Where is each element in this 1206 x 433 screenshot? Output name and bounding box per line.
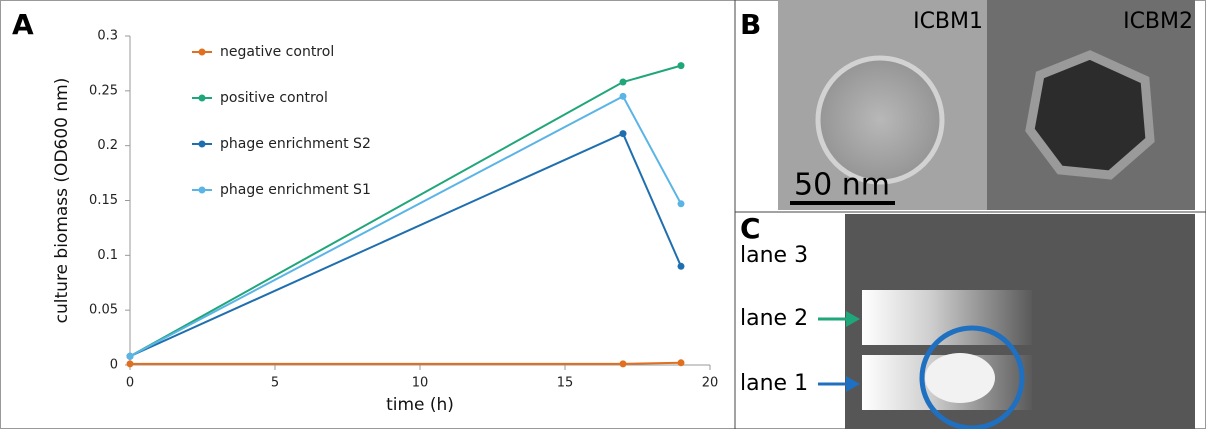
legend-marker bbox=[198, 94, 206, 102]
lane-label: lane 1 bbox=[740, 371, 808, 396]
data-point bbox=[619, 92, 627, 100]
data-point bbox=[126, 352, 134, 360]
x-axis-title: time (h) bbox=[386, 395, 454, 415]
series-line bbox=[129, 94, 682, 358]
data-point bbox=[677, 359, 685, 367]
legend-label: negative control bbox=[220, 44, 334, 60]
gel bbox=[818, 214, 1195, 431]
y-tick-label: 0 bbox=[110, 358, 118, 373]
micrograph-label: ICBM2 bbox=[1123, 9, 1193, 34]
data-point bbox=[677, 62, 685, 70]
legend-marker bbox=[198, 186, 206, 194]
arrow-head bbox=[846, 311, 860, 327]
data-point bbox=[126, 360, 134, 368]
y-tick-label: 0.25 bbox=[89, 83, 118, 98]
highlight-circle bbox=[919, 325, 1025, 431]
x-tick-label: 10 bbox=[412, 376, 429, 391]
x-tick-label: 5 bbox=[271, 376, 279, 391]
y-tick-label: 0.1 bbox=[97, 248, 118, 263]
gel-spot bbox=[925, 353, 995, 403]
legend-label: phage enrichment S1 bbox=[220, 182, 371, 198]
legend-label: phage enrichment S2 bbox=[220, 136, 371, 152]
data-point bbox=[677, 262, 685, 270]
particle bbox=[815, 55, 945, 185]
panel-label: C bbox=[740, 212, 761, 245]
panel-label: B bbox=[740, 8, 761, 41]
micrograph-label: ICBM1 bbox=[913, 9, 983, 34]
lane-label: lane 2 bbox=[740, 306, 808, 331]
micrographs bbox=[778, 0, 1195, 210]
lane-label: lane 3 bbox=[740, 243, 808, 268]
y-tick-label: 0.2 bbox=[97, 138, 118, 153]
x-tick-label: 0 bbox=[126, 376, 134, 391]
y-tick-label: 0.3 bbox=[97, 29, 118, 44]
series-line bbox=[129, 132, 682, 358]
panel-label: A bbox=[12, 8, 34, 41]
data-point bbox=[619, 78, 627, 86]
legend-marker bbox=[198, 48, 206, 56]
y-tick-label: 0.15 bbox=[89, 193, 118, 208]
data-point bbox=[677, 200, 685, 208]
legend-label: positive control bbox=[220, 90, 328, 106]
data-point bbox=[619, 130, 627, 138]
series-line bbox=[130, 361, 682, 365]
x-tick-label: 20 bbox=[702, 376, 719, 391]
particle bbox=[1025, 50, 1155, 180]
y-axis-title: culture biomass (OD600 nm) bbox=[52, 78, 72, 324]
legend-marker bbox=[198, 140, 206, 148]
data-point bbox=[619, 360, 627, 368]
x-tick-label: 15 bbox=[557, 376, 574, 391]
arrow-head bbox=[846, 376, 860, 392]
scale-bar-label: 50 nm bbox=[794, 168, 890, 203]
y-tick-label: 0.05 bbox=[89, 303, 118, 318]
